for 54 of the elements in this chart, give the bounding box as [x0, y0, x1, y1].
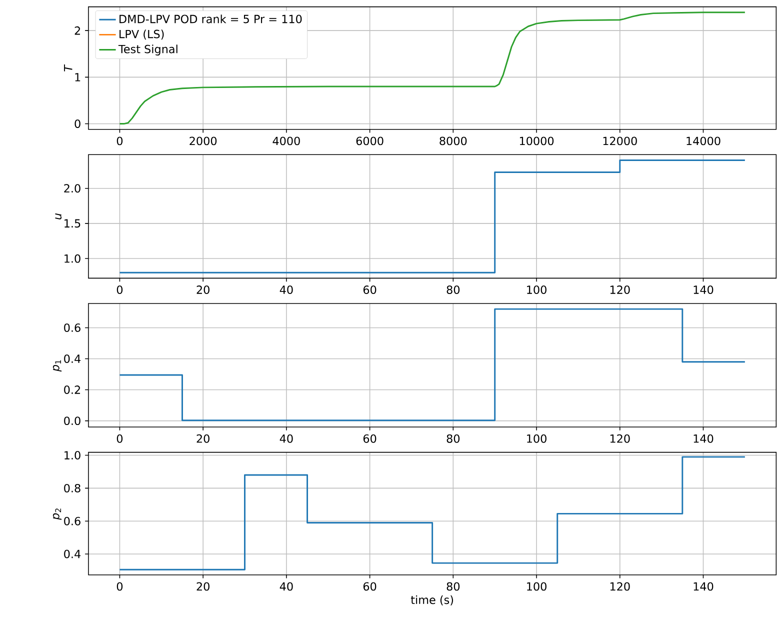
y-tick-label: 1 — [75, 72, 80, 82]
legend-label: DMD-LPV POD rank = 5 Pr = 110 — [120, 14, 302, 24]
x-tick-label: 60 — [363, 434, 376, 443]
y-tick-label: 1.0 — [64, 254, 80, 263]
legend-label: Test Signal — [118, 44, 178, 56]
x-tick-label: 100 — [527, 434, 546, 443]
y-axis-title: p$_{1}$ — [52, 360, 62, 372]
x-tick-label: 80 — [446, 285, 460, 294]
x-tick-label: 120 — [610, 582, 630, 590]
x-tick-label: 60 — [363, 285, 376, 294]
x-tick-label: 20 — [196, 434, 210, 443]
x-tick-label: 40 — [280, 434, 293, 443]
y-axis-title: u — [55, 213, 62, 220]
x-axis-title: time (s) — [410, 595, 454, 606]
x-tick-label: 40 — [280, 285, 293, 294]
x-tick-label: 10000 — [520, 136, 554, 145]
x-tick-label: 0 — [116, 136, 123, 145]
x-tick-label: 8000 — [440, 136, 467, 145]
x-tick-label: 120 — [610, 434, 630, 443]
x-tick-label: 140 — [694, 582, 714, 590]
x-tick-label: 140 — [694, 434, 714, 443]
x-tick-label: 60 — [363, 582, 376, 590]
x-tick-label: 0 — [116, 434, 123, 443]
y-axis-title: p$_{2}$ — [52, 508, 62, 520]
y-tick-label: 0.0 — [64, 416, 80, 425]
x-tick-label: 20 — [196, 582, 210, 590]
y-tick-label: 0.6 — [64, 323, 80, 332]
y-tick-label: 2 — [74, 26, 80, 35]
x-tick-label: 100 — [527, 285, 546, 294]
x-tick-label: 0 — [116, 285, 123, 294]
y-tick-label: 0.6 — [64, 516, 80, 526]
x-tick-label: 40 — [280, 582, 293, 590]
legend-label: LPV (LS) — [120, 29, 164, 40]
x-tick-label: 20 — [196, 285, 210, 294]
x-tick-label: 14000 — [686, 136, 720, 145]
y-tick-label: 0.8 — [64, 484, 80, 492]
x-tick-label: 100 — [527, 582, 546, 590]
x-tick-label: 80 — [446, 434, 460, 443]
x-tick-label: 120 — [610, 285, 630, 294]
y-tick-label: 2.0 — [64, 184, 80, 192]
x-tick-label: 4000 — [272, 136, 300, 145]
x-tick-label: 80 — [446, 582, 460, 590]
x-tick-label: 0 — [116, 582, 123, 590]
y-tick-label: 0.4 — [64, 550, 80, 558]
y-tick-label: 0.2 — [64, 385, 80, 394]
y-axis-title: T — [64, 64, 72, 72]
x-tick-label: 140 — [694, 285, 714, 294]
y-tick-label: 1.0 — [64, 450, 80, 460]
y-tick-label: 1.5 — [64, 219, 80, 228]
y-tick-label: 0.4 — [64, 354, 80, 363]
x-tick-label: 6000 — [356, 136, 384, 145]
x-tick-label: 12000 — [603, 136, 637, 145]
x-tick-label: 2000 — [190, 136, 217, 145]
y-tick-label: 0 — [74, 119, 80, 128]
